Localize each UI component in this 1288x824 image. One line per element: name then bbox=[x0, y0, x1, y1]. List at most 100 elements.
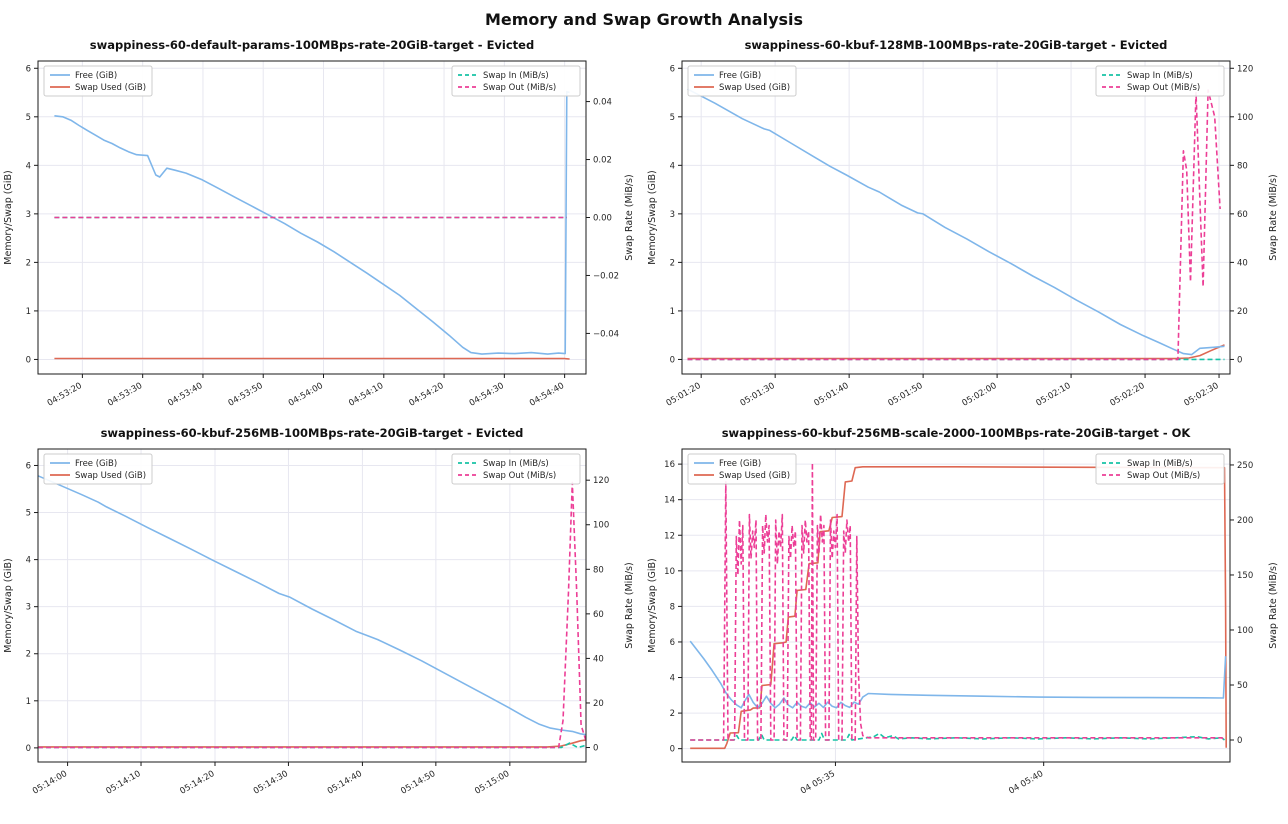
svg-text:05:14:00: 05:14:00 bbox=[31, 769, 69, 797]
y-axis-right-label: Swap Rate (MiB/s) bbox=[1268, 562, 1279, 648]
svg-text:05:02:10: 05:02:10 bbox=[1035, 381, 1073, 409]
plot-border bbox=[681, 60, 1231, 375]
svg-text:10: 10 bbox=[664, 567, 675, 577]
svg-text:Swap Out (MiB/s): Swap Out (MiB/s) bbox=[1127, 471, 1200, 481]
svg-text:6: 6 bbox=[670, 638, 675, 648]
svg-text:150: 150 bbox=[1237, 571, 1253, 581]
y-axis-left-label: Memory/Swap (GiB) bbox=[3, 170, 14, 264]
svg-text:05:14:10: 05:14:10 bbox=[104, 769, 142, 797]
subplot-4-kbuf-256MB-scale-2000: swappiness-60-kbuf-256MB-scale-2000-100M… bbox=[644, 421, 1288, 809]
svg-text:5: 5 bbox=[670, 113, 675, 123]
svg-text:0: 0 bbox=[1237, 355, 1242, 365]
svg-text:04:53:20: 04:53:20 bbox=[46, 381, 84, 409]
x-axis: 05:01:20 05:01:30 05:01:40 05:01:50 05:02:00… bbox=[665, 374, 1221, 409]
svg-text:0: 0 bbox=[26, 355, 31, 365]
chart-kbuf-128MB: swappiness-60-kbuf-128MB-100MBps-rate-20… bbox=[647, 38, 1279, 409]
y-axis-left: 0 1 2 3 4 5 6 bbox=[26, 461, 38, 754]
series-swap_used-line bbox=[54, 357, 570, 360]
svg-text:0.00: 0.00 bbox=[593, 214, 612, 224]
svg-text:0: 0 bbox=[593, 744, 598, 754]
series-swap_used-line bbox=[687, 344, 1225, 360]
x-axis: 04:53:20 04:53:30 04:53:40 04:53:50 04:54:00… bbox=[46, 374, 566, 409]
series-swap_out-line bbox=[690, 461, 1226, 741]
svg-text:6: 6 bbox=[670, 64, 675, 74]
y-axis-left-label: Memory/Swap (GiB) bbox=[647, 170, 658, 264]
gridlines bbox=[38, 449, 586, 762]
svg-text:Swap In (MiB/s): Swap In (MiB/s) bbox=[483, 459, 549, 469]
chart-default-params: swappiness-60-default-params-100MBps-rat… bbox=[3, 38, 635, 409]
svg-text:80: 80 bbox=[1237, 161, 1248, 171]
svg-text:04 05:40: 04 05:40 bbox=[1007, 769, 1045, 797]
svg-text:−0.04: −0.04 bbox=[593, 329, 619, 339]
y-axis-right-label: Swap Rate (MiB/s) bbox=[624, 562, 635, 648]
subplot-title: swappiness-60-kbuf-256MB-100MBps-rate-20… bbox=[101, 426, 524, 440]
y-axis-right: −0.04 −0.02 0.00 0.02 0.04 bbox=[586, 98, 619, 339]
svg-text:Swap In (MiB/s): Swap In (MiB/s) bbox=[1127, 459, 1193, 469]
y-axis-left-label: Memory/Swap (GiB) bbox=[647, 558, 658, 652]
series-lines bbox=[687, 88, 1225, 361]
svg-text:40: 40 bbox=[593, 654, 604, 664]
series-swap_used-line bbox=[38, 739, 587, 748]
svg-text:05:01:30: 05:01:30 bbox=[739, 381, 777, 409]
svg-text:1: 1 bbox=[670, 307, 675, 317]
svg-text:3: 3 bbox=[26, 210, 31, 220]
svg-text:05:02:30: 05:02:30 bbox=[1182, 381, 1220, 409]
svg-text:0: 0 bbox=[670, 355, 675, 365]
y-axis-left: 0 1 2 3 4 5 6 bbox=[670, 64, 682, 365]
gridlines bbox=[682, 61, 1230, 374]
svg-text:200: 200 bbox=[1237, 516, 1253, 526]
subplot-2-kbuf-128MB: swappiness-60-kbuf-128MB-100MBps-rate-20… bbox=[644, 33, 1288, 421]
svg-text:04:54:30: 04:54:30 bbox=[468, 381, 506, 409]
svg-text:Swap Used (GiB): Swap Used (GiB) bbox=[719, 471, 790, 481]
svg-text:50: 50 bbox=[1237, 681, 1248, 691]
svg-text:Free (GiB): Free (GiB) bbox=[75, 459, 117, 469]
svg-text:04:54:20: 04:54:20 bbox=[407, 381, 445, 409]
subplot-title: swappiness-60-kbuf-256MB-scale-2000-100M… bbox=[722, 426, 1192, 440]
series-lines bbox=[689, 461, 1228, 750]
svg-text:Swap Used (GiB): Swap Used (GiB) bbox=[75, 471, 146, 481]
svg-text:04:53:40: 04:53:40 bbox=[166, 381, 204, 409]
svg-text:120: 120 bbox=[593, 476, 609, 486]
svg-text:8: 8 bbox=[670, 602, 675, 612]
y-axis-left: 0 1 2 3 4 5 6 bbox=[26, 64, 38, 365]
svg-text:4: 4 bbox=[670, 161, 675, 171]
svg-text:0: 0 bbox=[26, 744, 31, 754]
subplot-3-kbuf-256MB: swappiness-60-kbuf-256MB-100MBps-rate-20… bbox=[0, 421, 644, 809]
y-axis-right: 0 20 40 60 80 100 120 bbox=[1230, 64, 1253, 365]
subplot-1-default-params: swappiness-60-default-params-100MBps-rat… bbox=[0, 33, 644, 421]
svg-text:05:01:50: 05:01:50 bbox=[887, 381, 925, 409]
svg-text:80: 80 bbox=[593, 565, 604, 575]
series-free-line bbox=[687, 88, 1225, 356]
series-free-line bbox=[54, 90, 570, 355]
svg-text:05:14:20: 05:14:20 bbox=[178, 769, 216, 797]
svg-text:0.04: 0.04 bbox=[593, 98, 612, 108]
svg-text:2: 2 bbox=[26, 258, 31, 268]
legend-memory: Free (GiB) Swap Used (GiB) bbox=[687, 453, 797, 485]
svg-text:4: 4 bbox=[26, 161, 31, 171]
svg-text:1: 1 bbox=[26, 697, 31, 707]
svg-text:−0.02: −0.02 bbox=[593, 271, 619, 281]
svg-text:6: 6 bbox=[26, 64, 31, 74]
y-axis-left: 0 2 4 6 8 10 12 14 16 bbox=[664, 460, 682, 755]
svg-text:05:14:30: 05:14:30 bbox=[252, 769, 290, 797]
gridlines bbox=[682, 449, 1230, 762]
svg-text:20: 20 bbox=[593, 699, 604, 709]
svg-text:3: 3 bbox=[26, 603, 31, 613]
y-axis-left-label: Memory/Swap (GiB) bbox=[3, 558, 14, 652]
legend-memory: Free (GiB) Swap Used (GiB) bbox=[687, 65, 797, 97]
svg-text:04:54:00: 04:54:00 bbox=[287, 381, 325, 409]
svg-text:05:02:00: 05:02:00 bbox=[961, 381, 999, 409]
y-axis-right: 0 50 100 150 200 250 bbox=[1230, 461, 1253, 746]
svg-text:04:53:50: 04:53:50 bbox=[227, 381, 265, 409]
svg-text:2: 2 bbox=[670, 709, 675, 719]
series-free-line bbox=[689, 640, 1227, 709]
subplot-title: swappiness-60-kbuf-128MB-100MBps-rate-20… bbox=[745, 38, 1168, 52]
svg-text:14: 14 bbox=[664, 496, 675, 506]
svg-text:0.02: 0.02 bbox=[593, 156, 612, 166]
legend-swap-rate: Swap In (MiB/s) Swap Out (MiB/s) bbox=[1095, 65, 1225, 97]
svg-text:Swap In (MiB/s): Swap In (MiB/s) bbox=[483, 71, 549, 81]
svg-text:3: 3 bbox=[670, 210, 675, 220]
series-lines bbox=[54, 90, 570, 360]
svg-text:05:15:00: 05:15:00 bbox=[473, 769, 511, 797]
